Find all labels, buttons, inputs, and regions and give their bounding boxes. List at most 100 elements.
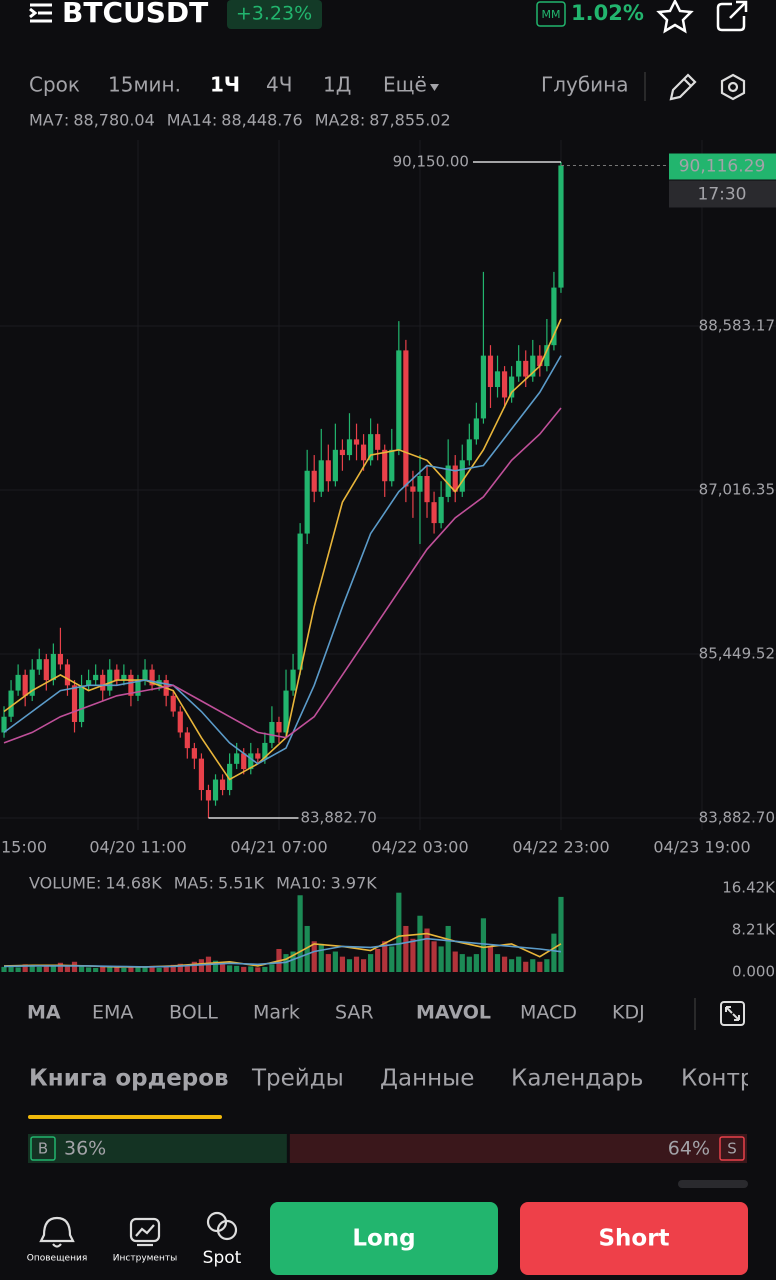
candle-body	[78, 685, 85, 722]
volume-bar	[360, 959, 367, 972]
nav-label[interactable]: Инструменты	[113, 1254, 177, 1264]
depth[interactable]: Глубина	[541, 73, 628, 97]
timeframe[interactable]: 1Д	[323, 73, 351, 97]
tab[interactable]: Трейды	[251, 1066, 344, 1092]
volume-bar	[438, 946, 444, 972]
volume-bar	[198, 959, 205, 972]
volume-bar	[219, 964, 226, 972]
legend-value: 87,855.02	[369, 111, 450, 130]
volume-bar	[375, 948, 381, 972]
volume-bar	[332, 951, 338, 972]
candle-body	[71, 685, 78, 722]
share-icon[interactable]	[716, 0, 748, 32]
timeframe[interactable]: 15мин.	[108, 73, 181, 97]
candle-body	[318, 460, 324, 492]
alerts-icon[interactable]	[39, 1216, 75, 1248]
legend-value: 3.97K	[331, 874, 378, 893]
volume-bar	[184, 965, 190, 972]
legend-label: MA10:	[276, 874, 327, 893]
settings-icon[interactable]	[720, 73, 746, 101]
volume-bar	[1, 966, 7, 972]
long-button[interactable]	[270, 1202, 498, 1275]
indicator[interactable]: EMA	[92, 1002, 133, 1024]
volume-bar	[100, 966, 106, 972]
indicator[interactable]: Mark	[253, 1002, 300, 1024]
nav-label[interactable]: Spot	[203, 1248, 242, 1268]
candle-body	[184, 732, 190, 749]
tab[interactable]: Контр	[681, 1066, 754, 1092]
candle-body	[480, 355, 487, 419]
volume-bar	[29, 965, 35, 972]
volume-chart: 0.000 8.21K 16.42K VOLUME: 14.68K MA5: 5.51K MA…	[1, 874, 776, 981]
volume-bar	[473, 954, 479, 972]
more-timeframes[interactable]: Ещё	[383, 73, 427, 97]
volume-bar	[107, 965, 113, 972]
volume-bar	[509, 959, 515, 972]
candle-body	[544, 345, 550, 367]
nav-label[interactable]: Оповещения	[27, 1254, 87, 1264]
volume-bar	[121, 967, 127, 972]
candle-body	[170, 695, 176, 712]
volume-bar	[396, 892, 402, 972]
volume-bar	[353, 956, 360, 972]
candle-body	[368, 434, 374, 461]
candle-body	[8, 690, 14, 717]
favorite-icon[interactable]	[656, 0, 694, 34]
tab[interactable]: Календарь	[511, 1066, 643, 1092]
candle-body	[325, 460, 331, 482]
change: +3.23%	[236, 3, 312, 25]
expand-icon[interactable]	[720, 1001, 745, 1026]
draw-icon[interactable]	[669, 73, 697, 101]
timeframe[interactable]: 4Ч	[266, 73, 292, 97]
volume-bar	[57, 962, 64, 972]
menu-icon[interactable]	[29, 3, 52, 23]
legend-value: 14.68K	[105, 874, 162, 893]
candle-body	[360, 444, 367, 461]
indicator[interactable]: MACD	[520, 1002, 577, 1024]
candle-body	[452, 465, 458, 492]
candle-body	[241, 753, 247, 770]
candle-body	[396, 350, 402, 450]
buy-badge: B	[38, 1140, 48, 1158]
candle-body	[339, 449, 346, 456]
long-label[interactable]: Long	[352, 1226, 415, 1252]
tab[interactable]: Данные	[380, 1066, 474, 1092]
short-label[interactable]: Short	[598, 1226, 669, 1252]
low-label: 83,882.70	[300, 808, 376, 826]
volume-bar	[389, 946, 395, 972]
volume-bar	[255, 967, 261, 972]
candle-body	[304, 470, 310, 534]
buy-badge-box	[30, 1136, 56, 1161]
indicator[interactable]: MAVOL	[416, 1002, 491, 1024]
candle-body	[142, 669, 148, 681]
ma-line	[3, 407, 562, 744]
volume-bar	[417, 915, 423, 972]
candle-body	[297, 533, 303, 670]
tools-icon[interactable]	[129, 1217, 161, 1247]
candle-body	[93, 674, 99, 681]
indicator[interactable]: MA	[27, 1002, 61, 1024]
candle-body	[15, 674, 21, 691]
indicator[interactable]: BOLL	[169, 1002, 218, 1024]
tab[interactable]: Книга ордеров	[29, 1066, 229, 1092]
volume-bar	[142, 966, 148, 972]
x-tick-label: 04/21 07:00	[230, 838, 327, 857]
symbol[interactable]: BTCUSDT	[62, 0, 208, 29]
volume-bar	[537, 961, 543, 972]
buy-ratio-bar	[28, 1134, 287, 1163]
buy-ratio: 36%	[64, 1138, 106, 1160]
volume-bar	[501, 956, 508, 972]
high-label: 90,150.00	[393, 152, 469, 170]
indicator[interactable]: SAR	[335, 1002, 374, 1024]
candle-body	[50, 653, 56, 681]
spot-icon[interactable]	[206, 1211, 238, 1241]
volume-bar	[248, 966, 254, 972]
volume-bar	[558, 896, 564, 972]
short-button[interactable]	[520, 1202, 748, 1275]
indicator[interactable]: KDJ	[612, 1002, 645, 1024]
timeframe-active[interactable]: 1Ч	[210, 73, 240, 97]
candle-body	[135, 680, 141, 696]
candle-body	[227, 763, 233, 791]
countdown: 17:30	[698, 185, 747, 205]
